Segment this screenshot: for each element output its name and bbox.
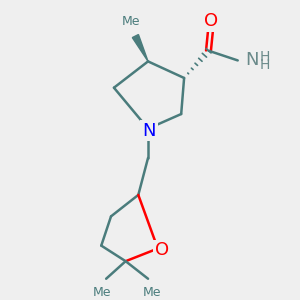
Text: Me: Me — [143, 286, 161, 298]
Text: Me: Me — [122, 15, 141, 28]
Text: N: N — [142, 122, 156, 140]
Text: N: N — [245, 51, 259, 69]
Text: O: O — [154, 242, 169, 260]
Text: H: H — [259, 50, 269, 64]
Text: Me: Me — [93, 286, 112, 298]
Text: H: H — [259, 58, 269, 72]
Text: O: O — [204, 12, 218, 30]
Polygon shape — [132, 34, 148, 62]
